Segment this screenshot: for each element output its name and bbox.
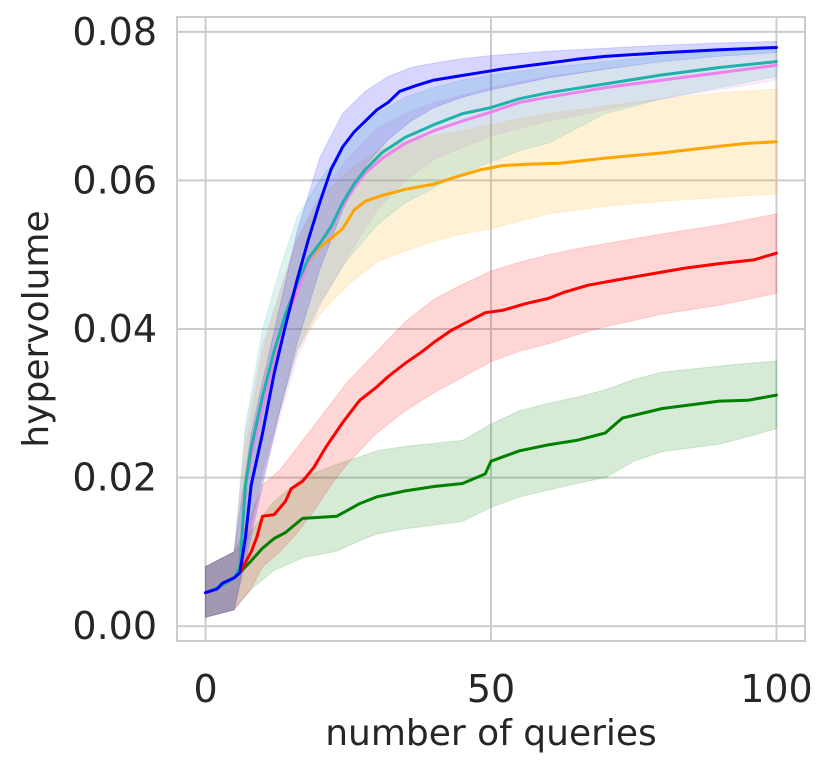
y-tick-label: 0.04 bbox=[72, 307, 157, 351]
series-lines bbox=[204, 46, 778, 595]
series-line-green bbox=[204, 393, 778, 595]
y-axis-label: hypervolume bbox=[16, 210, 57, 447]
grid-lines bbox=[177, 17, 805, 641]
y-tick-label: 0.06 bbox=[72, 158, 157, 202]
x-axis-label: number of queries bbox=[325, 713, 657, 754]
confidence-band-teal bbox=[205, 47, 777, 618]
confidence-band-blue bbox=[205, 40, 777, 618]
series-line-teal bbox=[204, 60, 778, 595]
confidence-band-red bbox=[205, 213, 777, 618]
series-line-blue bbox=[204, 46, 778, 595]
series-line-red bbox=[204, 251, 778, 595]
x-tick-label: 100 bbox=[740, 667, 813, 711]
confidence-band-green bbox=[205, 360, 777, 618]
y-tick-label: 0.08 bbox=[72, 10, 157, 54]
tick-labels: 0 50 100 0.00 0.02 0.04 0.06 0.08 bbox=[72, 10, 812, 711]
x-tick-label: 0 bbox=[193, 667, 217, 711]
y-tick-label: 0.02 bbox=[72, 456, 157, 500]
plot-frame bbox=[176, 16, 806, 642]
y-tick-label: 0.00 bbox=[72, 604, 157, 648]
x-tick-label: 50 bbox=[467, 667, 515, 711]
